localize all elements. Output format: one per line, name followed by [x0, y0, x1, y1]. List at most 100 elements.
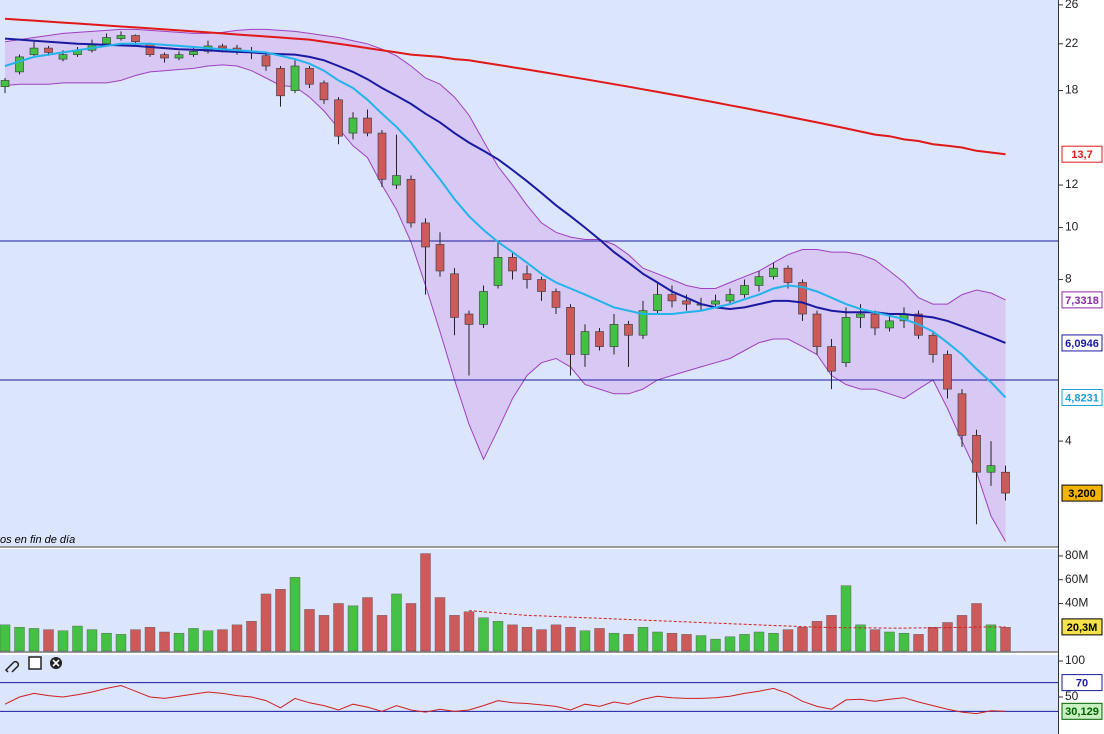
candle-body [638, 310, 648, 336]
candle-body [928, 334, 938, 355]
candle-body [609, 324, 619, 347]
volume-bar [405, 603, 417, 652]
volume-bar [275, 589, 286, 652]
value-tag-label: 30,129 [1065, 706, 1099, 718]
candle-body [870, 313, 880, 329]
candle-body [740, 285, 749, 295]
candle-body [522, 273, 532, 280]
y-tick-label: 40M [1065, 596, 1088, 610]
volume-bar [782, 629, 794, 652]
volume-bar [521, 627, 533, 652]
candle-body [305, 68, 314, 85]
volume-bar [434, 597, 446, 652]
candle-body [972, 435, 981, 473]
volume-bar [623, 634, 634, 652]
volume-bar [927, 627, 939, 652]
volume-bar [115, 634, 127, 652]
candle-body [769, 267, 778, 277]
candle-body [44, 47, 53, 53]
candle-body [377, 132, 387, 180]
candle-body [464, 313, 474, 325]
volume-bar [550, 624, 562, 652]
volume-bar [536, 629, 547, 652]
volume-bar [869, 629, 881, 652]
y-tick-label: 60M [1065, 572, 1088, 586]
y-tick-label: 26 [1065, 0, 1079, 11]
candle-body [595, 331, 604, 347]
candle-body [189, 51, 198, 55]
candle-body [15, 56, 24, 73]
candle-body [479, 291, 488, 325]
volume-bar [101, 632, 112, 652]
value-tag [1061, 388, 1103, 406]
volume-bar [72, 625, 83, 652]
candle-body [1001, 471, 1010, 494]
volume-bar [0, 624, 11, 652]
value-tag [1061, 674, 1103, 692]
volume-bar [637, 627, 649, 652]
y-tick-label: 50 [1065, 689, 1079, 703]
volume-bar [565, 627, 576, 652]
value-tag [1061, 702, 1103, 720]
moving-average [4, 37, 1006, 344]
candle-body [653, 294, 662, 311]
annotation: os en fin de día [0, 534, 75, 546]
volume-bar [608, 632, 620, 652]
settings-icon[interactable] [4, 660, 20, 673]
candle-body [276, 68, 285, 97]
candle-body [885, 320, 894, 329]
volume-bar [289, 577, 301, 652]
y-tick-label: 80M [1065, 548, 1088, 562]
y-tick-label: 12 [1065, 177, 1079, 191]
volume-bar [898, 632, 910, 652]
volume-bar [231, 624, 243, 652]
candle-body [783, 267, 793, 283]
candle-body [827, 346, 836, 372]
y-tick-label: 8 [1065, 272, 1072, 286]
candle-body [537, 279, 546, 292]
volume-bar [811, 621, 823, 652]
candle-body [957, 393, 967, 436]
candle-body [261, 55, 271, 67]
y-tick-label: 22 [1065, 36, 1079, 50]
window-icon[interactable] [28, 656, 42, 670]
y-tick-label: 10 [1065, 220, 1079, 234]
volume-bar [463, 611, 475, 652]
rsi-panel [0, 655, 1058, 734]
candle-body [145, 43, 155, 55]
volume-bar [217, 629, 228, 652]
candle-body [435, 244, 445, 272]
candle-body [667, 294, 677, 302]
volume-bar [666, 632, 678, 652]
volume-bar [492, 621, 504, 652]
volume-bar [1000, 627, 1011, 652]
close-icon-cross [52, 659, 60, 667]
volume-bar [391, 593, 402, 652]
value-tag [1061, 334, 1103, 352]
volume-bar [652, 631, 663, 652]
candle-body [450, 273, 459, 318]
candle-body [421, 222, 430, 248]
volume-bar [362, 597, 373, 652]
value-tag [1061, 145, 1103, 163]
volume-bar [347, 605, 359, 652]
volume-bar [86, 629, 98, 652]
bollinger-upper [4, 28, 1006, 305]
candle-body [508, 257, 517, 272]
volume-bar [681, 634, 692, 652]
volume-bar [579, 630, 591, 652]
candle-body [290, 65, 300, 91]
candle-body [986, 465, 996, 473]
volume-bar [710, 638, 721, 652]
candle-body [682, 300, 691, 305]
candle-body [174, 54, 184, 59]
volume-bar [304, 609, 315, 652]
volume-bar [594, 628, 605, 652]
y-tick-label: 4 [1065, 433, 1072, 447]
candle-body [29, 47, 39, 55]
volume-bar [985, 624, 997, 652]
candle-body [812, 313, 822, 347]
candle-body [392, 175, 401, 186]
volume-bar [913, 634, 924, 652]
volume-bar [739, 634, 750, 652]
